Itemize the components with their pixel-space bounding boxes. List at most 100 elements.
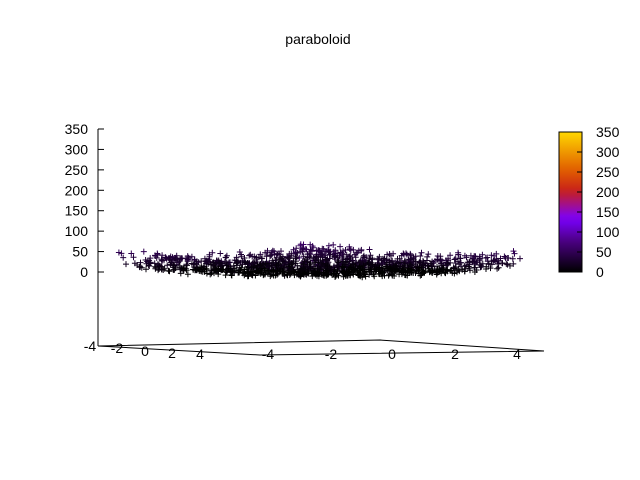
data-point [304, 259, 311, 266]
data-point [340, 264, 347, 271]
data-point [437, 253, 444, 260]
data-point [331, 253, 338, 260]
data-point [177, 255, 184, 262]
data-point [166, 256, 173, 263]
y-axis: -4 -2 0 2 4 [84, 338, 204, 362]
data-point [463, 254, 470, 261]
data-point [388, 258, 395, 265]
data-point [403, 250, 409, 257]
data-point [313, 254, 320, 261]
data-point [244, 269, 251, 276]
data-point [164, 262, 171, 269]
data-point [293, 245, 300, 252]
x-tick-label: 4 [513, 346, 521, 362]
data-point [379, 268, 385, 274]
data-point [424, 253, 431, 260]
data-point [330, 270, 337, 277]
data-point [301, 258, 308, 265]
data-point [307, 246, 314, 253]
data-point [300, 245, 307, 252]
data-point [384, 251, 391, 258]
data-point [412, 258, 419, 265]
x-tick-label: 0 [388, 346, 396, 362]
data-point [471, 264, 478, 271]
x-tick-label: 2 [451, 346, 459, 362]
data-point [348, 264, 354, 271]
data-point [118, 250, 125, 257]
data-point [497, 255, 504, 262]
data-point [192, 260, 199, 267]
data-point [511, 250, 518, 257]
data-point [238, 264, 245, 271]
data-point [156, 263, 163, 270]
data-point [455, 266, 462, 273]
data-point [299, 248, 306, 255]
colorbar-tick-label: 50 [596, 244, 612, 260]
data-point [247, 268, 254, 275]
chart-title: paraboloid [285, 31, 350, 47]
data-point [317, 266, 324, 273]
z-tick-label: 100 [65, 223, 89, 239]
data-point [394, 255, 401, 262]
data-point [252, 272, 259, 279]
colorbar-tick-label: 250 [596, 164, 620, 180]
data-point [176, 263, 183, 269]
z-tick-label: 50 [72, 244, 88, 260]
data-point [360, 254, 367, 261]
data-point [307, 265, 314, 272]
data-point [134, 262, 141, 268]
data-point [330, 241, 337, 248]
data-point [332, 247, 339, 254]
data-point [445, 255, 451, 262]
data-point [262, 249, 269, 256]
data-point [325, 249, 332, 255]
data-point [447, 267, 454, 274]
y-tick-label: 0 [141, 343, 149, 359]
data-point [444, 260, 451, 267]
data-point [487, 265, 494, 272]
data-point [420, 259, 427, 266]
data-point [334, 259, 341, 266]
data-point [407, 261, 414, 268]
z-tick-label: 350 [65, 121, 89, 137]
colorbar: 0 50 100 150 200 250 300 350 [558, 124, 620, 280]
data-point [179, 265, 186, 272]
data-point [278, 264, 285, 271]
data-point [451, 265, 458, 272]
data-point [307, 254, 314, 261]
data-point [346, 246, 353, 252]
x-axis: -4 -2 0 2 4 [262, 346, 521, 362]
x-tick-label: -4 [262, 346, 275, 362]
data-point [319, 254, 326, 261]
data-point [211, 263, 218, 270]
colorbar-tick-label: 100 [596, 224, 620, 240]
data-point [130, 254, 137, 261]
data-point [510, 260, 517, 267]
data-point [250, 268, 257, 275]
data-point [198, 258, 205, 265]
data-point [331, 266, 338, 273]
data-point [479, 251, 486, 258]
data-point [356, 263, 363, 270]
data-point [217, 250, 224, 257]
data-point [376, 264, 383, 271]
data-point [466, 259, 473, 266]
data-point [191, 264, 198, 271]
data-point [504, 255, 511, 261]
data-point [278, 248, 284, 255]
data-point [188, 253, 195, 260]
data-point [274, 250, 281, 257]
data-point [470, 258, 477, 265]
data-point [241, 266, 248, 273]
data-point [250, 263, 257, 270]
scatter-points [115, 241, 523, 281]
data-point [408, 266, 415, 273]
data-point [364, 261, 371, 267]
colorbar-gradient [558, 131, 583, 273]
data-point [166, 268, 173, 275]
data-point [154, 250, 161, 257]
y-tick-label: -4 [84, 338, 97, 354]
data-point [405, 265, 412, 272]
data-point [415, 267, 422, 274]
